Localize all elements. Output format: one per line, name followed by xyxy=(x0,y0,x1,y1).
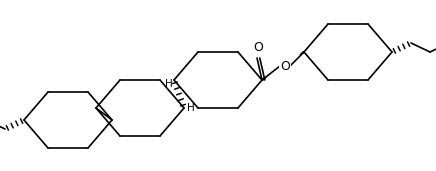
Polygon shape xyxy=(299,51,305,55)
Text: O: O xyxy=(280,60,290,73)
Text: H: H xyxy=(165,79,173,89)
Text: H: H xyxy=(187,103,195,113)
Text: O: O xyxy=(253,41,263,54)
Polygon shape xyxy=(261,76,268,81)
